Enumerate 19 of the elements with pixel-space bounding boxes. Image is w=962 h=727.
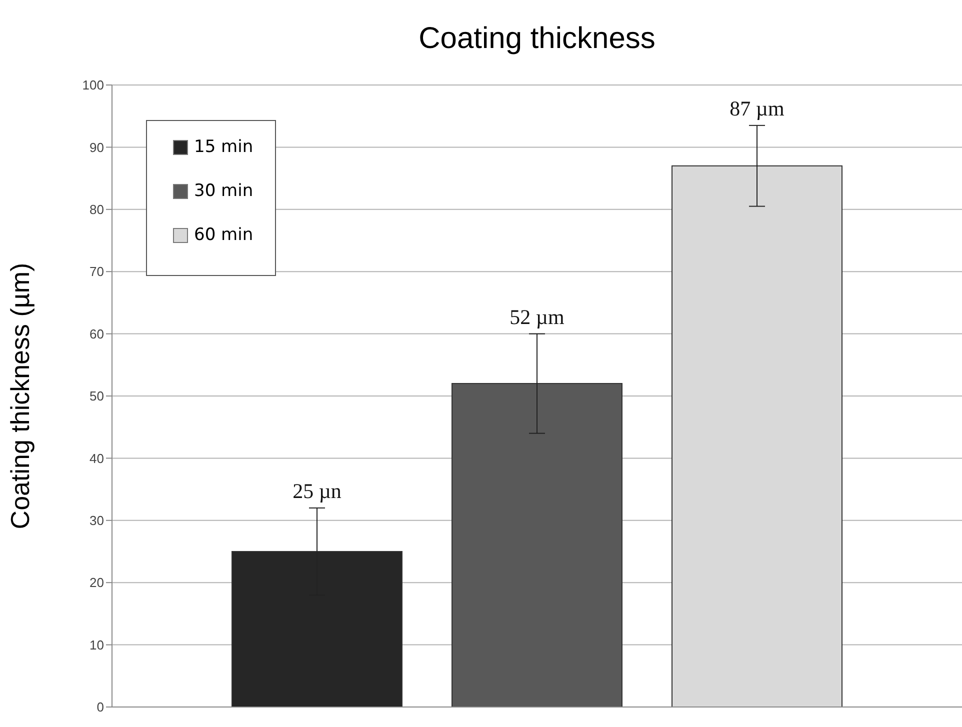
y-tick-label: 20 <box>90 575 104 590</box>
data-label: 52 µm <box>510 304 564 329</box>
y-tick-label: 80 <box>90 202 104 218</box>
legend-label: 30 min <box>194 181 254 201</box>
y-axis-title: Coating thickness (µm) <box>5 262 36 530</box>
y-tick-label: 10 <box>90 637 104 652</box>
legend-label: 15 min <box>194 137 254 157</box>
y-tick-label: 40 <box>90 450 104 466</box>
y-tick-label: 90 <box>90 140 104 155</box>
y-tick-label: 70 <box>90 264 104 280</box>
y-tick-label: 100 <box>82 78 104 93</box>
y-tick-label: 30 <box>90 513 104 528</box>
y-tick-label: 0 <box>96 700 104 715</box>
y-tick-label: 60 <box>90 326 104 342</box>
legend-label: 60 min <box>194 225 254 245</box>
chart-title: Coating thickness <box>418 22 656 56</box>
y-tick-label: 50 <box>90 388 104 404</box>
data-label: 87 µm <box>730 96 784 120</box>
data-label: 25 µn <box>292 478 342 503</box>
